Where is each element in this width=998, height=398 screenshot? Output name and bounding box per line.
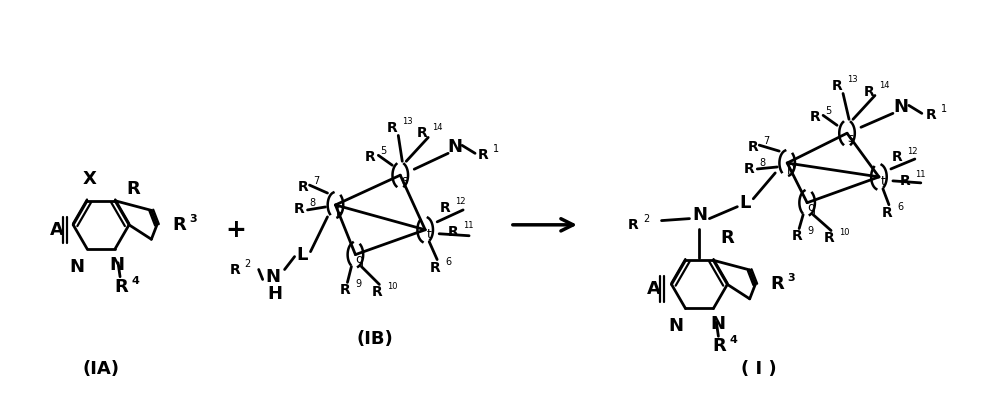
Text: R: R	[448, 225, 458, 239]
Text: N: N	[448, 139, 463, 156]
Text: R: R	[809, 110, 820, 124]
Text: N: N	[668, 317, 683, 336]
Text: 7: 7	[313, 176, 319, 186]
Text: q: q	[807, 201, 815, 214]
Text: A: A	[50, 221, 64, 239]
Text: p: p	[335, 203, 343, 217]
Text: R: R	[748, 140, 758, 154]
Text: 4: 4	[730, 335, 738, 345]
Text: R: R	[440, 201, 450, 215]
Text: R: R	[791, 230, 802, 244]
Text: 9: 9	[355, 279, 361, 289]
Text: R: R	[744, 162, 754, 176]
Text: R: R	[629, 218, 639, 232]
Text: R: R	[387, 121, 397, 135]
Text: R: R	[721, 230, 735, 248]
Text: 2: 2	[245, 259, 250, 269]
Text: R: R	[478, 148, 488, 162]
Text: R: R	[230, 263, 241, 277]
Text: X: X	[82, 170, 96, 188]
Text: p: p	[787, 162, 795, 174]
Text: (IA): (IA)	[83, 360, 120, 378]
Text: N: N	[692, 206, 707, 224]
Text: 12: 12	[907, 146, 917, 156]
Text: 1: 1	[493, 144, 499, 154]
Text: 6: 6	[445, 257, 451, 267]
Text: s: s	[401, 174, 407, 187]
Text: ( I ): ( I )	[742, 360, 777, 378]
Text: 14: 14	[879, 81, 889, 90]
Text: 3: 3	[787, 273, 794, 283]
Text: N: N	[710, 315, 725, 334]
Text: R: R	[925, 108, 936, 122]
Text: 8: 8	[309, 198, 315, 208]
Text: 8: 8	[759, 158, 765, 168]
Text: 10: 10	[839, 228, 849, 237]
Text: N: N	[110, 256, 125, 274]
Text: 10: 10	[387, 282, 398, 291]
Text: 9: 9	[807, 226, 813, 236]
Text: R: R	[126, 180, 140, 198]
Text: (IB): (IB)	[357, 330, 394, 348]
Text: N: N	[70, 258, 85, 276]
Text: R: R	[713, 337, 727, 355]
Text: s: s	[847, 132, 854, 145]
Text: 7: 7	[763, 136, 769, 146]
Text: R: R	[823, 232, 834, 246]
Text: 13: 13	[847, 75, 857, 84]
Text: 5: 5	[825, 106, 831, 116]
Text: R: R	[430, 261, 440, 275]
Text: t: t	[880, 176, 885, 188]
Text: 1: 1	[941, 104, 947, 114]
Text: 2: 2	[644, 214, 650, 224]
Text: A: A	[647, 280, 661, 298]
Text: 6: 6	[897, 202, 903, 212]
Text: R: R	[294, 202, 305, 216]
Text: R: R	[114, 278, 128, 296]
Text: L: L	[740, 194, 751, 212]
Text: N: N	[265, 268, 280, 287]
Text: 11: 11	[463, 221, 474, 230]
Text: N: N	[893, 98, 908, 116]
Text: R: R	[298, 180, 309, 194]
Text: R: R	[891, 150, 902, 164]
Text: 3: 3	[189, 214, 197, 224]
Text: q: q	[355, 253, 363, 266]
Text: 4: 4	[131, 276, 139, 286]
Text: +: +	[226, 218, 247, 242]
Text: 13: 13	[402, 117, 413, 126]
Text: H: H	[267, 285, 282, 303]
Text: R: R	[863, 84, 874, 99]
Text: R: R	[417, 127, 427, 140]
Text: R: R	[831, 78, 842, 93]
Text: R: R	[172, 216, 186, 234]
Text: 12: 12	[455, 197, 466, 207]
Text: R: R	[899, 174, 910, 188]
Text: R: R	[372, 285, 382, 299]
Text: R: R	[365, 150, 375, 164]
Text: R: R	[770, 275, 784, 293]
Text: L: L	[296, 246, 308, 263]
Text: R: R	[881, 206, 892, 220]
Text: R: R	[340, 283, 351, 297]
Text: t: t	[427, 228, 431, 241]
Text: 14: 14	[432, 123, 443, 132]
Text: 5: 5	[380, 146, 386, 156]
Text: 11: 11	[915, 170, 925, 179]
